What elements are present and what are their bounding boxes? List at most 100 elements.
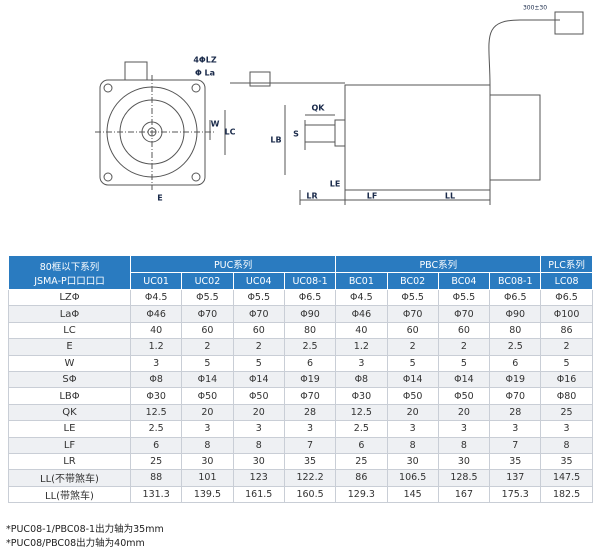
value-cell: 160.5 xyxy=(283,485,337,504)
value-cell: 131.3 xyxy=(129,485,183,504)
label-s: S xyxy=(293,130,299,139)
value-cell: 6 xyxy=(283,354,337,372)
model-header: BC02 xyxy=(386,272,439,290)
value-cell: 80 xyxy=(489,321,542,340)
table-row: LBΦ Φ30 Φ50 Φ50 Φ70 Φ30 Φ50 Φ50 Φ70 Φ80 xyxy=(8,387,593,405)
value-cell: 106.5 xyxy=(386,469,439,487)
value-cell: Φ14 xyxy=(386,370,439,389)
value-cell: 123 xyxy=(232,469,285,487)
value-cell: 5 xyxy=(437,354,491,372)
table-row: E 1.2 2 2 2.5 1.2 2 2 2.5 2 xyxy=(8,338,593,356)
value-cell: 2 xyxy=(437,338,491,356)
value-cell: 86 xyxy=(335,469,388,487)
value-cell: 3 xyxy=(489,420,542,438)
value-cell: 101 xyxy=(181,469,234,487)
value-cell: Φ14 xyxy=(181,370,234,389)
value-cell: 20 xyxy=(386,403,439,422)
value-cell: Φ6.5 xyxy=(540,288,593,307)
table-row: UC01 UC02 UC04 UC08-1 BC01 BC02 BC04 BC08-1 LC08 xyxy=(9,272,593,290)
spec-table: 80框以下系列 JSMA-P口口口口 PUC系列 PBC系列 PLC系列 UC01 UC02… xyxy=(8,255,593,504)
label-lb: LB xyxy=(270,136,281,145)
row-label: E xyxy=(8,338,131,356)
row-label: LBΦ xyxy=(8,387,131,405)
value-cell: 6 xyxy=(335,436,388,454)
table-row: LC 40 60 60 80 40 60 60 80 86 xyxy=(8,321,593,340)
value-cell: Φ90 xyxy=(489,305,542,323)
value-cell: Φ46 xyxy=(129,305,183,323)
value-cell: 2.5 xyxy=(129,420,183,438)
value-cell: Φ14 xyxy=(232,370,285,389)
value-cell: Φ46 xyxy=(335,305,388,323)
row-label: LL(带煞车) xyxy=(8,485,131,504)
value-cell: 6 xyxy=(489,354,542,372)
model-header: BC08-1 xyxy=(489,272,542,290)
value-cell: Φ70 xyxy=(437,305,491,323)
value-cell: Φ50 xyxy=(232,387,285,405)
row-label: SΦ xyxy=(8,370,131,389)
group-header: PUC系列 xyxy=(129,255,337,273)
value-cell: Φ50 xyxy=(437,387,491,405)
model-header: UC02 xyxy=(181,272,234,290)
value-cell: Φ70 xyxy=(489,387,542,405)
label-qk: QK xyxy=(312,104,326,113)
row-label: LF xyxy=(8,436,131,454)
value-cell: 2 xyxy=(540,338,593,356)
value-cell: 20 xyxy=(181,403,234,422)
value-cell: Φ30 xyxy=(335,387,388,405)
value-cell: Φ50 xyxy=(386,387,439,405)
value-cell: Φ4.5 xyxy=(335,288,388,307)
model-header: UC01 xyxy=(129,272,183,290)
group-header: PBC系列 xyxy=(335,255,542,273)
note: *PUC08/PBC08出力轴为40mm xyxy=(6,538,145,549)
value-cell: Φ16 xyxy=(540,370,593,389)
model-header: BC04 xyxy=(437,272,491,290)
label-lf: LF xyxy=(367,192,378,201)
value-cell: 25 xyxy=(540,403,593,422)
value-cell: 60 xyxy=(437,321,491,340)
value-cell: 5 xyxy=(232,354,285,372)
value-cell: 28 xyxy=(283,403,337,422)
note: *PUC08-1/PBC08-1出力轴为35mm xyxy=(6,524,164,535)
value-cell: 60 xyxy=(232,321,285,340)
value-cell: Φ80 xyxy=(540,387,593,405)
value-cell: 3 xyxy=(437,420,491,438)
value-cell: 2 xyxy=(386,338,439,356)
value-cell: Φ70 xyxy=(181,305,234,323)
value-cell: 30 xyxy=(386,452,439,471)
model-header: BC01 xyxy=(335,272,388,290)
table-row: 80框以下系列 JSMA-P口口口口 PUC系列 PBC系列 PLC系列 xyxy=(8,255,593,290)
value-cell: 88 xyxy=(129,469,183,487)
drawing: 4ΦLZ Φ La W LC E QK LB S LE LR LF LL 300… xyxy=(95,5,584,205)
row-label: W xyxy=(8,354,131,372)
value-cell: 25 xyxy=(335,452,388,471)
label-holes: 4ΦLZ xyxy=(193,56,216,65)
corner-cell: 80框以下系列 JSMA-P口口口口 xyxy=(8,255,131,290)
table-row: LZΦ Φ4.5 Φ5.5 Φ5.5 Φ6.5 Φ4.5 Φ5.5 Φ5.5 Φ6.5 Φ6.5 xyxy=(8,288,593,307)
value-cell: 12.5 xyxy=(335,403,388,422)
value-cell: 175.3 xyxy=(489,485,542,504)
value-cell: 3 xyxy=(181,420,234,438)
value-cell: 30 xyxy=(437,452,491,471)
label-lc: LC xyxy=(225,128,236,137)
value-cell: 3 xyxy=(386,420,439,438)
row-label: LL(不带煞车) xyxy=(8,469,131,487)
table-row: LaΦ Φ46 Φ70 Φ70 Φ90 Φ46 Φ70 Φ70 Φ90 Φ100 xyxy=(8,305,593,323)
value-cell: 161.5 xyxy=(232,485,285,504)
value-cell: 2 xyxy=(232,338,285,356)
value-cell: 8 xyxy=(386,436,439,454)
group-header: PLC系列 xyxy=(540,255,593,273)
value-cell: Φ70 xyxy=(232,305,285,323)
value-cell: Φ8 xyxy=(129,370,183,389)
table-row: LL(带煞车) 131.3 139.5 161.5 160.5 129.3 145 167 17… xyxy=(8,485,593,504)
value-cell: 7 xyxy=(283,436,337,454)
value-cell: 3 xyxy=(540,420,593,438)
value-cell: 8 xyxy=(437,436,491,454)
value-cell: 40 xyxy=(129,321,183,340)
value-cell: 5 xyxy=(540,354,593,372)
value-cell: 30 xyxy=(232,452,285,471)
value-cell: 8 xyxy=(181,436,234,454)
value-cell: 5 xyxy=(386,354,439,372)
value-cell: Φ5.5 xyxy=(386,288,439,307)
label-lr: LR xyxy=(306,192,317,201)
value-cell: 35 xyxy=(489,452,542,471)
